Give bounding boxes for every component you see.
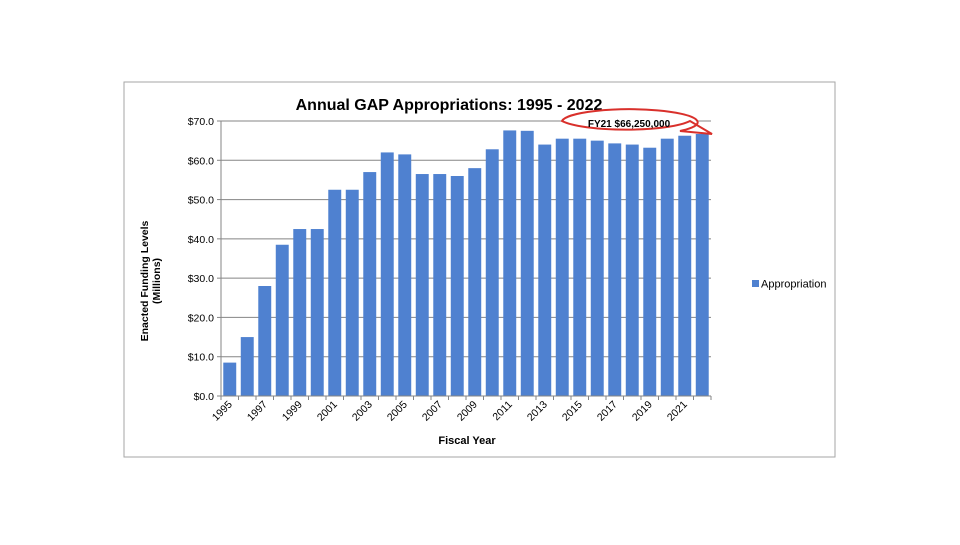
- bar: [381, 152, 394, 396]
- bar: [608, 143, 621, 396]
- bar: [521, 131, 534, 396]
- y-tick-label: $40.0: [188, 234, 214, 246]
- bar: [241, 337, 254, 396]
- bar: [293, 229, 306, 396]
- bar: [538, 145, 551, 396]
- bar: [696, 134, 709, 396]
- bar: [346, 190, 359, 396]
- bar: [328, 190, 341, 396]
- bar: [573, 139, 586, 396]
- legend-swatch: [752, 280, 759, 287]
- y-axis-label: Enacted Funding Levels: [139, 220, 151, 341]
- bar: [486, 149, 499, 396]
- bar: [468, 168, 481, 396]
- bar: [258, 286, 271, 396]
- bar: [678, 136, 691, 396]
- chart-title: Annual GAP Appropriations: 1995 - 2022: [296, 97, 603, 114]
- bar: [556, 139, 569, 396]
- bar: [416, 174, 429, 396]
- bar: [398, 154, 411, 396]
- callout-text: FY21 $66,250,000: [588, 119, 671, 130]
- legend-label: Appropriation: [761, 279, 826, 291]
- y-tick-label: $50.0: [188, 195, 214, 207]
- bar: [311, 229, 324, 396]
- bar: [591, 141, 604, 396]
- bar: [433, 174, 446, 396]
- bar: [223, 363, 236, 396]
- bar: [276, 245, 289, 396]
- bar: [626, 145, 639, 396]
- bar: [643, 148, 656, 396]
- y-tick-label: $0.0: [194, 391, 215, 403]
- bar: [451, 176, 464, 396]
- y-tick-label: $10.0: [188, 352, 214, 364]
- bar: [363, 172, 376, 396]
- bar: [503, 130, 516, 396]
- bar: [661, 139, 674, 396]
- y-tick-label: $70.0: [188, 116, 214, 128]
- legend: Appropriation: [752, 279, 826, 291]
- y-tick-label: $20.0: [188, 312, 214, 324]
- y-tick-label: $60.0: [188, 155, 214, 167]
- y-axis-label-unit: (Millions): [151, 258, 163, 304]
- x-axis-label: Fiscal Year: [438, 435, 496, 447]
- y-tick-label: $30.0: [188, 273, 214, 285]
